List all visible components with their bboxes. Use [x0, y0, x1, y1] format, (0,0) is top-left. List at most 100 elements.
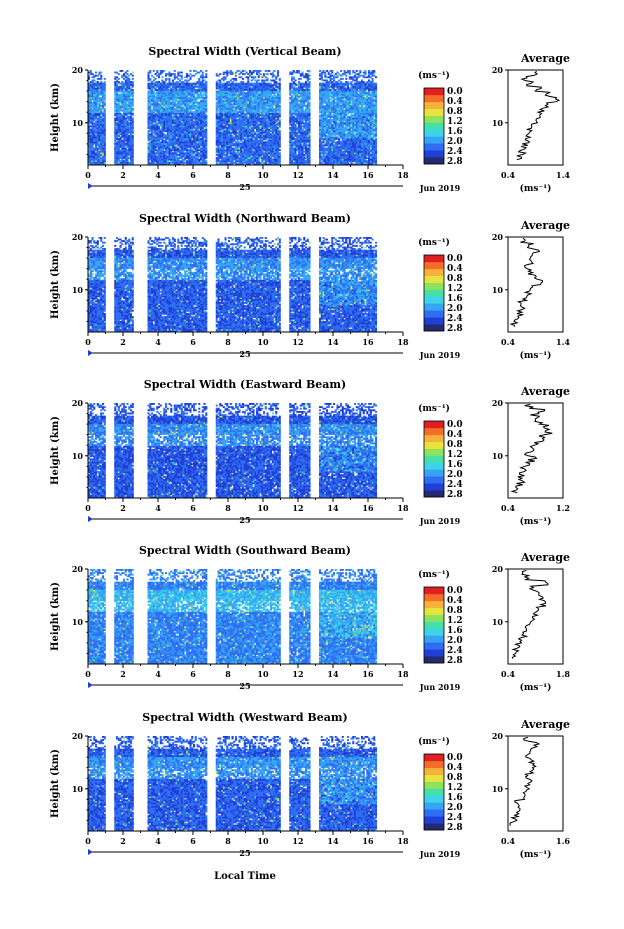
colorbar-units: (ms⁻¹) — [418, 237, 450, 248]
month-year-label: Jun 2019 — [419, 682, 461, 692]
panel-title: Spectral Width (Vertical Beam) — [148, 45, 341, 58]
colorbar-tick-label: 1.2 — [447, 616, 463, 626]
colorbar-segment — [424, 115, 444, 123]
colorbar-segment — [424, 656, 444, 664]
colorbar-segment — [424, 469, 444, 477]
colorbar-tick-label: 1.6 — [447, 294, 463, 304]
avg-title: Average — [520, 52, 570, 65]
colorbar-segment — [424, 448, 444, 456]
panel-5: Spectral Width (Westward Beam) 20 10 0 2 4 6 8 1… — [50, 711, 570, 860]
colorbar-segment — [424, 642, 444, 650]
y-axis-label: Height (km) — [50, 416, 61, 485]
date-label: 25 — [239, 848, 250, 858]
x-tick-label: 6 — [190, 170, 196, 180]
avg-x-tick-label: 1.8 — [556, 669, 570, 679]
date-marker — [88, 350, 93, 356]
date-marker — [88, 516, 93, 522]
date-label: 25 — [239, 515, 250, 525]
x-tick-label: 6 — [190, 503, 196, 513]
colorbar-tick-label: 1.2 — [447, 450, 463, 460]
panel-1: Spectral Width (Vertical Beam) 20 10 0 2 4 6 8 1… — [50, 45, 570, 194]
avg-frame — [507, 735, 564, 832]
colorbar-segment — [424, 587, 444, 595]
month-year-label: Jun 2019 — [419, 183, 461, 193]
x-tick-label: 10 — [257, 669, 269, 679]
x-tick-label: 14 — [327, 503, 339, 513]
x-tick-label: 4 — [155, 337, 161, 347]
avg-title: Average — [520, 551, 570, 564]
colorbar-segment — [424, 296, 444, 304]
avg-frame — [507, 69, 564, 166]
avg-x-label: (ms⁻¹) — [520, 849, 552, 860]
colorbar-tick-label: 0.0 — [447, 586, 463, 596]
colorbar-tick-label: 2.8 — [447, 324, 463, 334]
y-axis-label: Height (km) — [50, 582, 61, 651]
colorbar-segment — [424, 94, 444, 103]
heatmap-cells — [88, 70, 378, 166]
colorbar-tick-label: 0.0 — [447, 87, 463, 97]
avg-title: Average — [520, 219, 570, 232]
x-tick-label: 18 — [397, 170, 409, 180]
x-axis-title: Local Time — [214, 871, 276, 882]
colorbar-tick-label: 2.8 — [447, 656, 463, 666]
y-tick-label: 10 — [72, 451, 84, 461]
x-tick-label: 12 — [292, 503, 303, 513]
colorbar-segment — [424, 275, 444, 283]
colorbar-tick-label: 2.0 — [447, 636, 463, 646]
y-axis-label: Height (km) — [50, 83, 61, 152]
x-tick-label: 16 — [362, 503, 374, 513]
y-tick-label: 10 — [72, 285, 84, 295]
x-tick-label: 12 — [292, 337, 303, 347]
y-tick-label: 10 — [72, 784, 84, 794]
x-tick-label: 10 — [257, 836, 269, 846]
colorbar-segment — [424, 88, 444, 96]
x-tick-label: 14 — [327, 337, 339, 347]
x-tick-label: 0 — [85, 836, 91, 846]
avg-y-tick-label: 10 — [492, 118, 504, 128]
colorbar-frame — [423, 586, 445, 664]
colorbar-tick-label: 1.2 — [447, 117, 463, 127]
colorbar-tick-label: 1.2 — [447, 783, 463, 793]
colorbar-tick-label: 1.6 — [447, 626, 463, 636]
colorbar-segment — [424, 802, 444, 810]
colorbar-tick-label: 2.4 — [447, 480, 463, 490]
colorbar-tick-label: 2.4 — [447, 813, 463, 823]
x-tick-label: 4 — [155, 170, 161, 180]
x-tick-label: 8 — [225, 836, 231, 846]
x-tick-label: 12 — [292, 836, 303, 846]
colorbar-tick-label: 0.0 — [447, 254, 463, 264]
y-tick-label: 20 — [72, 731, 84, 741]
x-tick-label: 6 — [190, 669, 196, 679]
colorbar-tick-label: 0.8 — [447, 606, 463, 616]
colorbar-tick-label: 0.0 — [447, 420, 463, 430]
panel-title: Spectral Width (Southward Beam) — [139, 544, 351, 557]
panel-title: Spectral Width (Westward Beam) — [142, 711, 347, 724]
avg-y-tick-label: 10 — [492, 451, 504, 461]
x-tick-label: 2 — [120, 170, 126, 180]
y-tick-label: 10 — [72, 617, 84, 627]
x-tick-label: 10 — [257, 503, 269, 513]
x-tick-label: 4 — [155, 836, 161, 846]
colorbar-segment — [424, 607, 444, 615]
avg-title: Average — [520, 718, 570, 731]
x-tick-label: 18 — [397, 669, 409, 679]
colorbar-segment — [424, 421, 444, 429]
avg-line — [509, 736, 541, 826]
avg-x-tick-label: 1.6 — [556, 836, 570, 846]
date-marker — [88, 183, 93, 189]
x-tick-label: 4 — [155, 669, 161, 679]
colorbar-tick-label: 1.6 — [447, 460, 463, 470]
colorbar-segment — [424, 143, 444, 151]
colorbar-tick-label: 0.4 — [447, 763, 463, 773]
x-tick-label: 6 — [190, 836, 196, 846]
x-tick-label: 16 — [362, 836, 374, 846]
avg-y-tick-label: 20 — [492, 232, 504, 242]
avg-y-tick-label: 10 — [492, 784, 504, 794]
avg-y-tick-label: 20 — [492, 398, 504, 408]
avg-y-tick-label: 10 — [492, 617, 504, 627]
avg-x-label: (ms⁻¹) — [520, 183, 552, 194]
avg-frame — [507, 402, 564, 499]
avg-line — [511, 569, 549, 659]
colorbar-segment — [424, 324, 444, 332]
colorbar-tick-label: 0.0 — [447, 753, 463, 763]
